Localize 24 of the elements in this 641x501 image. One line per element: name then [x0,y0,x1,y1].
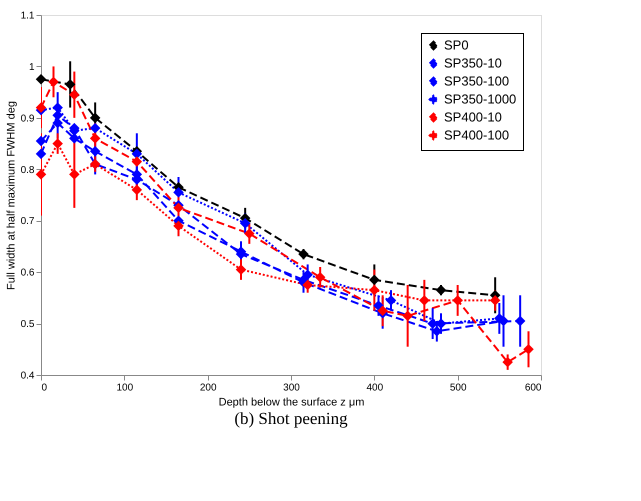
legend-label: SP350-1000 [444,92,516,106]
x-axis-title: Depth below the surface z μm [218,396,364,408]
y-tick-label: 0.9 [20,113,35,124]
x-tick-label: 600 [524,382,542,394]
legend-label: SP400-100 [444,128,510,142]
text: (b) Shot peening [234,409,348,428]
x-tick-label: 300 [283,382,300,394]
x-tick-label: 200 [200,382,217,394]
y-tick-label: 0.4 [20,370,35,382]
y-tick-label: 0.6 [20,268,35,279]
x-tick-label: 0 [42,382,48,394]
y-tick-label: 1 [28,62,35,73]
x-tick-label: 500 [450,382,467,394]
x-tick-label: 400 [366,382,384,394]
y-tick-label: 0.7 [20,216,35,228]
legend-label: SP0 [444,38,469,52]
y-tick-label: 0.8 [20,164,35,176]
y-tick-label: 1.1 [20,10,35,22]
legend-label: SP400-10 [444,110,502,124]
y-tick-label: 0.5 [20,319,35,330]
legend-label: SP350-10 [444,56,502,70]
y-axis-title: Full width at half maximum FWHM deg [6,101,18,290]
x-tick-label: 100 [116,382,134,394]
legend-label: SP350-100 [444,74,510,88]
